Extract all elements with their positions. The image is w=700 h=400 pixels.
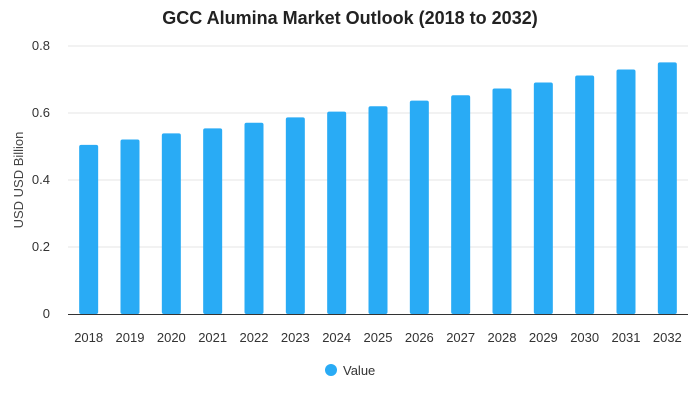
- x-tick-label: 2020: [157, 330, 186, 345]
- legend-label: Value: [343, 363, 375, 378]
- x-tick-label: 2025: [364, 330, 393, 345]
- bar: [575, 75, 595, 314]
- y-tick-label: 0.2: [32, 239, 50, 254]
- x-tick-label: 2024: [322, 330, 351, 345]
- bar: [203, 128, 223, 314]
- bar: [79, 144, 99, 314]
- x-tick-label: 2022: [240, 330, 269, 345]
- y-tick-label: 0.4: [32, 172, 50, 187]
- bar: [120, 139, 140, 314]
- bar: [368, 106, 388, 314]
- legend: Value: [325, 363, 375, 378]
- x-tick-label: 2029: [529, 330, 558, 345]
- bar: [409, 100, 429, 314]
- x-tick-label: 2028: [488, 330, 517, 345]
- x-tick-label: 2021: [198, 330, 227, 345]
- bar: [616, 69, 636, 314]
- bar: [657, 62, 677, 314]
- bar: [244, 122, 264, 314]
- bar: [161, 133, 181, 314]
- bar: [492, 88, 512, 314]
- bar: [533, 82, 553, 314]
- x-tick-label: 2023: [281, 330, 310, 345]
- y-axis-title: USD USD Billion: [11, 132, 26, 229]
- y-tick-label: 0.6: [32, 105, 50, 120]
- chart-title: GCC Alumina Market Outlook (2018 to 2032…: [162, 8, 538, 28]
- x-tick-label: 2032: [653, 330, 682, 345]
- x-tick-label: 2019: [116, 330, 145, 345]
- y-tick-label: 0.8: [32, 38, 50, 53]
- bar: [451, 95, 471, 315]
- bar: [327, 111, 347, 314]
- bars: [79, 62, 677, 315]
- axes: 0 0.2 0.4 0.6 0.8 2018 2019 2020 2021 2022 2023 202…: [11, 38, 688, 345]
- x-tick-label: 2026: [405, 330, 434, 345]
- x-tick-label: 2031: [612, 330, 641, 345]
- x-tick-label: 2027: [446, 330, 475, 345]
- x-tick-label: 2030: [570, 330, 599, 345]
- x-tick-label: 2018: [74, 330, 103, 345]
- legend-marker: [325, 364, 337, 376]
- y-tick-label: 0: [43, 306, 50, 321]
- bar: [285, 117, 305, 314]
